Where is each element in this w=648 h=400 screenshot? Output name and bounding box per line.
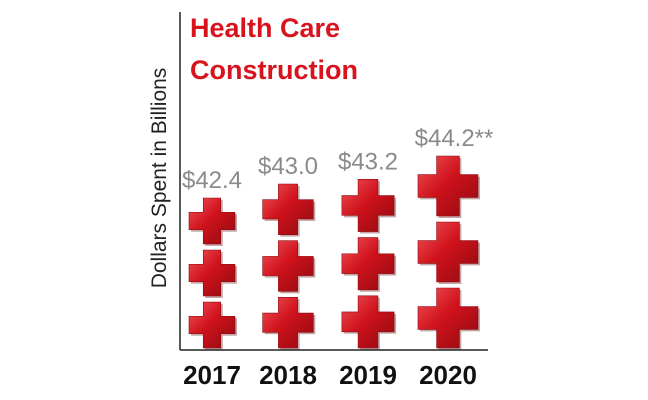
red-cross-icon xyxy=(417,155,479,217)
value-label-2020: $44.2** xyxy=(415,125,494,152)
value-label-2019: $43.2 xyxy=(338,148,398,175)
chart-title-line-2: Construction xyxy=(190,55,358,85)
red-cross-icon xyxy=(262,297,314,349)
chart-marks: $42.4 2017 $43.0 2018 $43.2 2019 $44.2** 2020 xyxy=(182,125,493,390)
bar-2017 xyxy=(188,197,237,350)
x-tick-label-2019: 2019 xyxy=(339,360,397,390)
x-tick-label-2018: 2018 xyxy=(259,360,317,390)
red-cross-icon xyxy=(188,249,236,297)
red-cross-icon xyxy=(188,301,236,349)
value-label-2018: $43.0 xyxy=(258,153,318,180)
red-cross-icon xyxy=(262,240,314,292)
red-cross-icon xyxy=(417,221,479,283)
bar-2020 xyxy=(417,155,480,350)
chart-title-line-1: Health Care xyxy=(190,13,340,43)
red-cross-icon xyxy=(341,179,395,232)
red-cross-icon xyxy=(417,287,479,349)
red-cross-icon xyxy=(341,295,395,349)
x-tick-label-2020: 2020 xyxy=(419,360,477,390)
y-axis-label: Dollars Spent in Billions xyxy=(148,68,171,289)
value-label-2017: $42.4 xyxy=(182,167,242,194)
bar-2019 xyxy=(341,179,397,350)
red-cross-icon xyxy=(188,197,236,245)
x-tick-label-2017: 2017 xyxy=(183,360,241,390)
red-cross-icon xyxy=(262,183,314,235)
bar-2018 xyxy=(262,183,316,350)
red-cross-icon xyxy=(341,237,395,291)
